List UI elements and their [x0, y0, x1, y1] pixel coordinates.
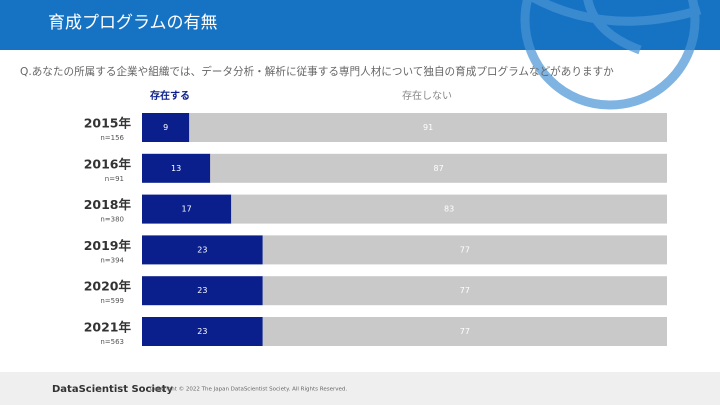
value-label: 23 — [197, 286, 207, 295]
bar-segment — [262, 276, 667, 306]
legend-label: 存在する — [150, 89, 190, 102]
value-label: 77 — [460, 286, 470, 295]
bar-segment — [142, 153, 211, 183]
sample-size: n=394 — [100, 256, 124, 264]
sample-size: n=563 — [100, 338, 124, 346]
category-label: 2018年 — [84, 197, 132, 212]
sample-size: n=599 — [100, 297, 124, 305]
bar-segment — [142, 317, 263, 346]
category-label: 2020年 — [84, 279, 132, 294]
value-label: 17 — [182, 205, 192, 214]
legend-label: 存在しない — [402, 89, 452, 102]
bar-segment — [189, 113, 667, 142]
bar-segment — [142, 276, 263, 306]
bar-segment — [142, 194, 232, 224]
value-label: 77 — [460, 245, 470, 254]
subtitle: Q.あなたの所属する企業や組織では、データ分析・解析に従事する専門人材について独… — [20, 65, 614, 78]
category-label: 2016年 — [84, 156, 132, 171]
category-label: 2019年 — [84, 238, 132, 253]
footer-brand: DataScientist Society — [52, 384, 173, 395]
category-label: 2015年 — [84, 116, 132, 131]
value-label: 91 — [423, 123, 433, 132]
category-label: 2021年 — [84, 320, 132, 335]
bar-segment — [210, 153, 667, 183]
value-label: 87 — [434, 164, 444, 173]
value-label: 77 — [460, 327, 470, 336]
value-label: 83 — [444, 205, 454, 214]
bar-segment — [231, 194, 667, 224]
value-label: 13 — [171, 164, 181, 173]
bar-segment — [142, 235, 263, 265]
chart-title: 育成プログラムの有無 — [48, 13, 218, 33]
footer-band — [0, 372, 720, 405]
bar-segment — [262, 317, 667, 346]
sample-size: n=91 — [105, 175, 124, 183]
footer-copyright: Copyright © 2022 The Japan DataScientist… — [150, 386, 347, 393]
bar-segment — [142, 113, 190, 142]
sample-size: n=156 — [100, 134, 124, 142]
sample-size: n=380 — [100, 216, 124, 224]
header-decoration — [520, 0, 702, 110]
value-label: 23 — [197, 245, 207, 254]
value-label: 9 — [163, 123, 168, 132]
value-label: 23 — [197, 327, 207, 336]
bar-segment — [262, 235, 667, 265]
